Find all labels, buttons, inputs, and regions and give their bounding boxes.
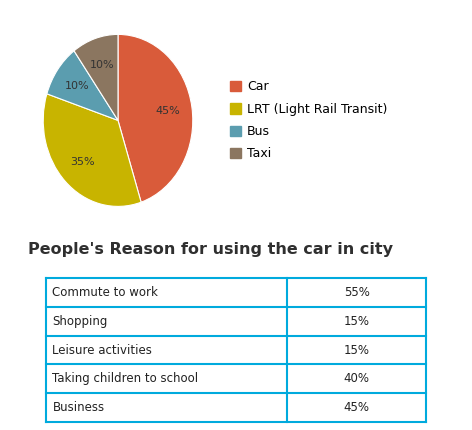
Text: 45%: 45% xyxy=(156,106,181,116)
Wedge shape xyxy=(118,34,193,202)
Text: 35%: 35% xyxy=(70,157,94,167)
Text: 10%: 10% xyxy=(65,81,89,91)
Text: 15%: 15% xyxy=(344,344,370,356)
Text: Taking children to school: Taking children to school xyxy=(52,372,199,385)
Wedge shape xyxy=(47,51,118,120)
Wedge shape xyxy=(43,94,141,206)
Text: 15%: 15% xyxy=(344,315,370,328)
Legend: Car, LRT (Light Rail Transit), Bus, Taxi: Car, LRT (Light Rail Transit), Bus, Taxi xyxy=(227,78,390,163)
Text: 55%: 55% xyxy=(344,286,370,299)
Wedge shape xyxy=(74,34,118,120)
Text: Shopping: Shopping xyxy=(52,315,108,328)
Text: 10%: 10% xyxy=(90,60,115,70)
Text: 45%: 45% xyxy=(344,401,370,414)
Text: Business: Business xyxy=(52,401,105,414)
Text: Leisure activities: Leisure activities xyxy=(52,344,152,356)
Text: 40%: 40% xyxy=(344,372,370,385)
Text: People's Reason for using the car in city: People's Reason for using the car in cit… xyxy=(27,242,393,257)
Text: Commute to work: Commute to work xyxy=(52,286,159,299)
